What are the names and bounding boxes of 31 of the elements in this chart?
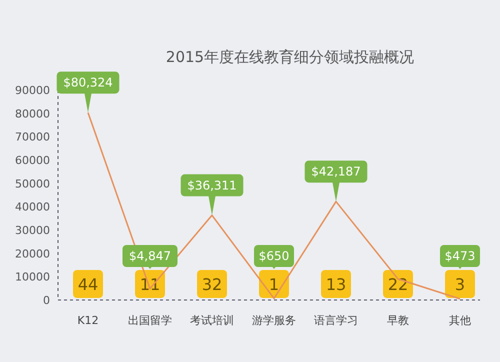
- y-tick-label: 10000: [15, 270, 50, 284]
- y-tick-label: 50000: [15, 177, 50, 190]
- annotation: 32: [202, 275, 222, 294]
- chart-title: 2015年度在线教育细分领域投融概况: [166, 48, 414, 66]
- data-label: $36,311: [187, 178, 237, 192]
- annotation: 3: [454, 275, 466, 294]
- annotation: 13: [326, 275, 346, 294]
- x-tick-label: K12: [77, 314, 99, 327]
- y-tick-label: 20000: [15, 247, 50, 260]
- y-tick-label: 0: [43, 294, 50, 307]
- x-tick-label: 游学服务: [252, 314, 296, 327]
- x-tick-label: 考试培训: [190, 314, 234, 327]
- annotation: 11: [140, 275, 160, 294]
- data-label: $473: [444, 249, 476, 263]
- data-label: $42,187: [311, 164, 361, 179]
- data-label: $4,847: [129, 249, 171, 263]
- x-tick-label: 出国留学: [128, 314, 172, 327]
- y-tick-label: 60000: [15, 154, 50, 167]
- x-tick-label: 语言学习: [314, 314, 358, 327]
- data-label: $650: [258, 249, 290, 263]
- annotation: 1: [268, 275, 280, 294]
- y-tick-label: 90000: [15, 84, 50, 97]
- y-tick-label: 30000: [15, 224, 50, 237]
- y-tick-label: 80000: [15, 107, 50, 120]
- annotation: 22: [388, 275, 408, 294]
- y-tick-label: 70000: [15, 130, 50, 144]
- y-tick-label: 40000: [15, 200, 50, 214]
- x-tick-label: 其他: [449, 314, 471, 327]
- x-tick-label: 早教: [387, 314, 409, 327]
- annotation: 44: [78, 275, 98, 294]
- data-label: $80,324: [63, 76, 113, 90]
